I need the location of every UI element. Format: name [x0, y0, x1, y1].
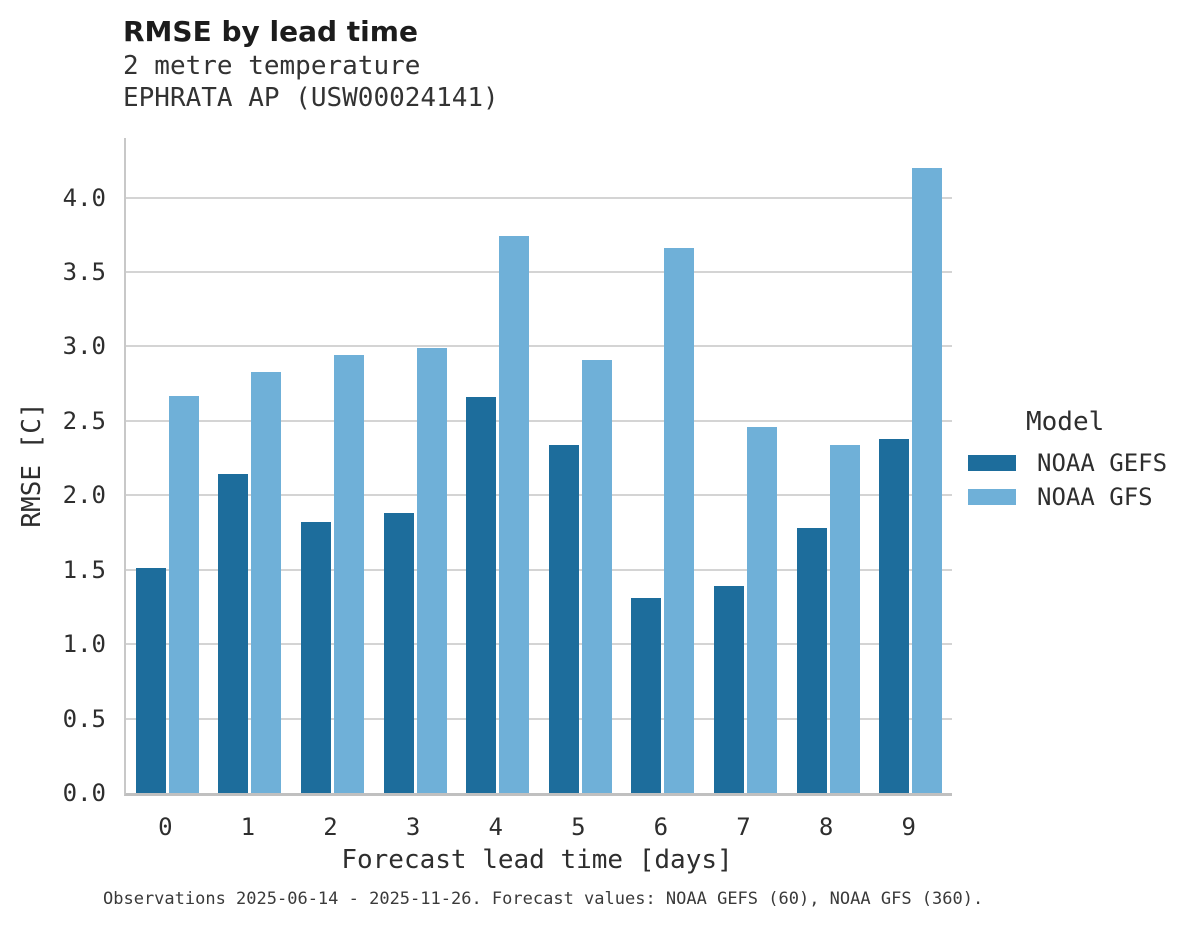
bar-noaa-gefs-lead-4 [466, 397, 497, 793]
x-tick-label: 4 [488, 813, 503, 841]
gridline [126, 419, 952, 422]
legend-swatch-noaa-gefs [968, 455, 1016, 471]
y-tick-label: 1.0 [62, 630, 106, 659]
y-tick-label: 1.5 [62, 555, 106, 584]
bar-noaa-gefs-lead-5 [548, 444, 579, 793]
bar-noaa-gfs-lead-5 [581, 359, 612, 793]
y-tick-label: 0.5 [62, 704, 106, 733]
bar-noaa-gfs-lead-2 [334, 355, 364, 793]
x-tick-label: 7 [736, 813, 751, 841]
legend-entry-noaa-gefs: NOAA GEFS [968, 446, 1167, 480]
gridline [126, 345, 952, 348]
y-tick-label: 3.5 [62, 257, 106, 286]
gridline [126, 494, 952, 497]
x-axis-title: Forecast lead time [days] [341, 845, 733, 875]
legend-title: Model [1026, 407, 1105, 437]
bar-noaa-gfs-lead-0 [168, 395, 199, 793]
y-tick-label: 2.5 [62, 406, 106, 435]
x-tick-label: 2 [323, 813, 338, 841]
bar-noaa-gefs-lead-9 [879, 438, 910, 793]
legend-label: NOAA GFS [1037, 483, 1153, 511]
chart-subtitle-variable: 2 metre temperature [123, 51, 421, 81]
x-tick-label: 8 [818, 813, 834, 841]
bar-noaa-gfs-lead-7 [747, 426, 777, 793]
y-tick-label: 2.0 [62, 481, 106, 510]
bar-noaa-gfs-lead-3 [416, 347, 447, 793]
bar-noaa-gfs-lead-6 [664, 248, 695, 793]
gridline [126, 568, 952, 571]
x-tick-label: 0 [158, 813, 173, 841]
bar-noaa-gfs-lead-1 [251, 371, 282, 793]
gridline [126, 270, 952, 273]
bar-noaa-gefs-lead-0 [135, 568, 166, 793]
x-tick-label: 9 [901, 813, 916, 841]
legend: Model NOAA GEFS NOAA GFS [968, 406, 1167, 514]
bar-noaa-gefs-lead-8 [796, 528, 827, 793]
chart-subtitle-station: EPHRATA AP (USW00024141) [123, 83, 499, 113]
x-tick-label: 5 [571, 813, 586, 841]
gridline [126, 643, 952, 646]
legend-label: NOAA GEFS [1037, 449, 1168, 477]
legend-entry-noaa-gfs: NOAA GFS [968, 480, 1167, 514]
x-tick-label: 1 [240, 813, 256, 841]
footnote-caption: Observations 2025-06-14 - 2025-11-26. Fo… [103, 889, 984, 909]
bar-noaa-gfs-lead-9 [912, 167, 943, 793]
y-tick-label: 3.0 [62, 332, 106, 361]
y-tick-label: 4.0 [62, 183, 106, 212]
bar-noaa-gefs-lead-6 [631, 598, 662, 793]
legend-swatch-noaa-gfs [968, 489, 1016, 505]
x-tick-label: 3 [405, 813, 421, 841]
x-tick-label: 6 [653, 813, 669, 841]
bar-noaa-gefs-lead-1 [218, 474, 249, 793]
gridline [126, 717, 952, 720]
y-tick-label: 0.0 [62, 779, 106, 807]
gridline [126, 196, 952, 199]
bar-noaa-gfs-lead-8 [829, 444, 860, 793]
chart-title: RMSE by lead time [123, 15, 418, 48]
bar-noaa-gfs-lead-4 [499, 236, 530, 793]
bar-noaa-gefs-lead-3 [383, 513, 414, 793]
legend-entries: NOAA GEFS NOAA GFS [968, 446, 1167, 514]
plot-area [124, 138, 952, 796]
bar-noaa-gefs-lead-2 [301, 522, 331, 793]
bar-noaa-gefs-lead-7 [714, 586, 744, 793]
